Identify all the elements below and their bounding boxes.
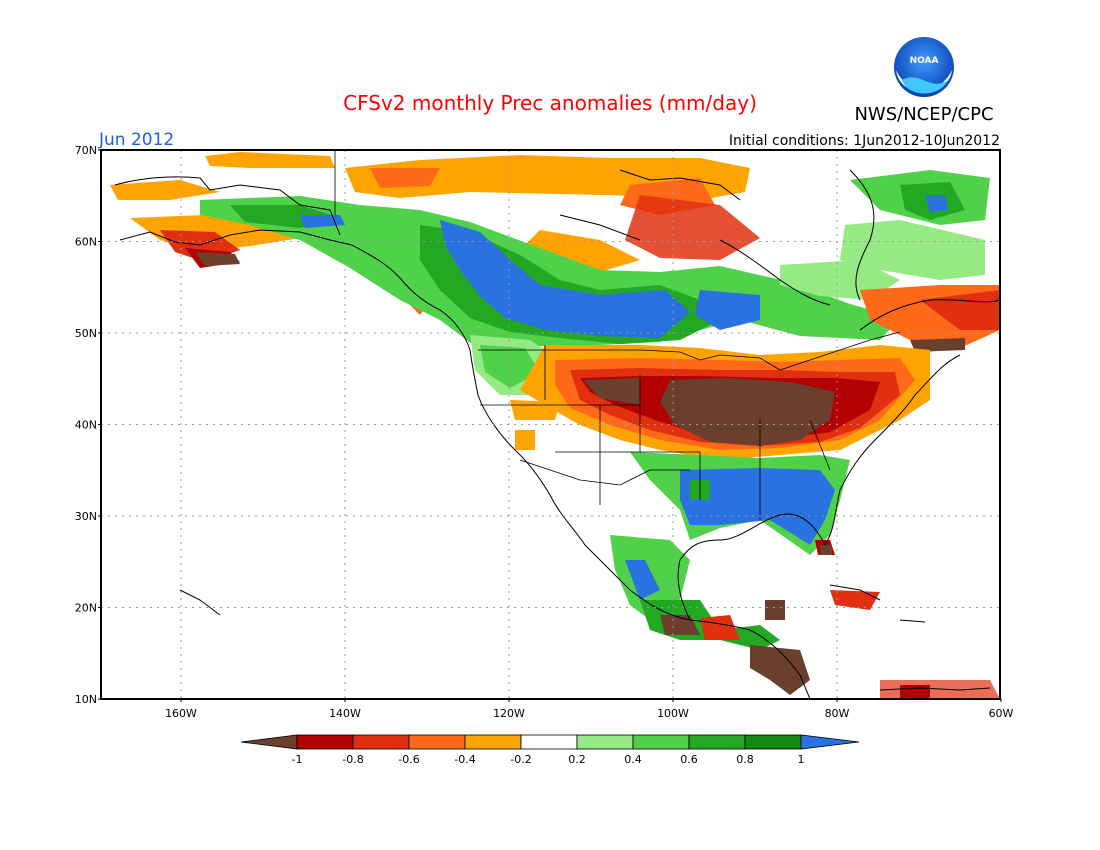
colorbar-label: 0.8: [736, 753, 754, 766]
lon-label: 140W: [329, 707, 361, 720]
initial-conditions-label: Initial conditions: 1Jun2012-10Jun2012: [729, 133, 1000, 149]
lon-label: 120W: [493, 707, 525, 720]
lon-label: 80W: [825, 707, 850, 720]
colorbar-swatch: [352, 734, 410, 750]
colorbar-swatch: [520, 734, 578, 750]
political-borders: [334, 150, 901, 520]
lat-label: 60N: [75, 236, 97, 249]
colorbar-swatch: [632, 734, 690, 750]
lat-label: 40N: [75, 419, 97, 432]
colorbar-arrow-low: [240, 734, 298, 750]
map-panel: [101, 150, 1000, 699]
colorbar-arrow-high: [800, 734, 860, 750]
colorbar-labels: -1 -0.8 -0.6 -0.4 -0.2 0.2 0.4 0.6 0.8 1: [292, 753, 805, 766]
logo-text: NOAA: [910, 56, 939, 66]
gridlines: [101, 150, 1000, 699]
lon-label: 60W: [989, 707, 1014, 720]
lon-label: 160W: [165, 707, 197, 720]
colorbar-label: -1: [292, 753, 303, 766]
lat-label: 30N: [75, 510, 97, 523]
colorbar-swatch: [688, 734, 746, 750]
axis-ticks: [98, 149, 1002, 702]
colorbar-label: -0.8: [342, 753, 363, 766]
lat-label: 70N: [75, 144, 97, 157]
colorbar-label: 0.2: [568, 753, 586, 766]
latitude-labels: 70N 60N 50N 40N 30N 20N 10N: [75, 144, 97, 706]
anomaly-fields: [110, 152, 1000, 699]
colorbar-label: -0.2: [510, 753, 531, 766]
chart-title: CFSv2 monthly Prec anomalies (mm/day): [343, 91, 757, 115]
lat-label: 50N: [75, 327, 97, 340]
colorbar: [240, 734, 860, 750]
noaa-logo: NOAA: [894, 37, 954, 97]
colorbar-swatch: [576, 734, 634, 750]
agency-label: NWS/NCEP/CPC: [854, 104, 993, 125]
colorbar-swatch: [464, 734, 522, 750]
colorbar-label: 0.6: [680, 753, 698, 766]
colorbar-label: 1: [798, 753, 805, 766]
colorbar-swatch: [408, 734, 466, 750]
colorbar-label: 0.4: [624, 753, 642, 766]
colorbar-swatch: [744, 734, 802, 750]
lon-label: 100W: [657, 707, 689, 720]
colorbar-label: -0.6: [398, 753, 419, 766]
longitude-labels: 160W 140W 120W 100W 80W 60W: [165, 707, 1013, 720]
lat-label: 10N: [75, 693, 97, 706]
lat-label: 20N: [75, 602, 97, 615]
month-label: Jun 2012: [98, 130, 174, 150]
coastlines: [114, 169, 1000, 699]
colorbar-swatch: [296, 734, 354, 750]
colorbar-label: -0.4: [454, 753, 475, 766]
